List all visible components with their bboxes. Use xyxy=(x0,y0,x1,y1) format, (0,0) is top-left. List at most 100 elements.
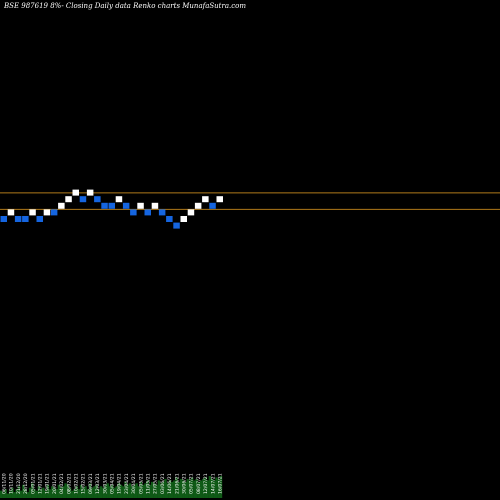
volume-bar xyxy=(53,487,56,498)
volume-bar xyxy=(208,476,212,498)
date-label: 06/11/20 xyxy=(2,473,8,494)
volume-bar xyxy=(64,483,67,498)
renko-brick-down xyxy=(101,202,108,209)
volume-bar xyxy=(157,480,161,498)
date-label: 09/03/21 xyxy=(88,473,94,494)
renko-brick-up xyxy=(151,202,159,209)
volume-bar xyxy=(128,483,132,498)
renko-bricks xyxy=(0,189,223,229)
volume-bar xyxy=(175,477,178,498)
volume-bar xyxy=(31,483,34,498)
date-label: 19/04/21 xyxy=(117,473,123,494)
renko-brick-up xyxy=(137,202,144,209)
volume-bar xyxy=(188,480,192,498)
volume-bar xyxy=(213,480,216,498)
volume-bar xyxy=(55,489,58,498)
renko-brick-down xyxy=(36,216,43,222)
volume-bar xyxy=(42,487,45,498)
renko-brick-down xyxy=(108,202,115,209)
renko-brick-down xyxy=(50,209,58,216)
volume-bar xyxy=(86,489,89,498)
date-label: 04/02/21 xyxy=(59,473,65,494)
date-label: 14/07/21 xyxy=(210,473,216,494)
date-label: 30/04/21 xyxy=(131,473,137,494)
volume-bar xyxy=(57,484,61,498)
renko-brick-up xyxy=(72,189,79,196)
date-label: 14/06/21 xyxy=(167,473,173,494)
volume-bar xyxy=(162,481,165,498)
volume-bar xyxy=(177,481,181,498)
volume-bar xyxy=(210,478,214,498)
volume-bar xyxy=(75,486,78,498)
renko-brick-down xyxy=(122,202,130,209)
volume-bar xyxy=(97,489,101,498)
level-lines xyxy=(0,192,500,210)
renko-brick-up xyxy=(187,209,195,216)
volume-bar xyxy=(62,486,65,498)
renko-brick-up xyxy=(43,209,51,216)
renko-brick-down xyxy=(144,209,151,216)
date-label: 21/12/20 xyxy=(16,473,22,494)
volume-bar xyxy=(13,492,16,498)
volume-bar xyxy=(11,487,14,498)
renko-brick-up xyxy=(86,189,94,196)
volume-bar xyxy=(39,489,43,498)
volume-bar xyxy=(142,484,145,498)
volume-bar xyxy=(66,484,70,498)
renko-brick-down xyxy=(14,216,22,222)
volume-bar xyxy=(135,483,138,498)
volume-bar xyxy=(22,484,25,498)
volume-bar xyxy=(117,483,121,498)
volume-bar xyxy=(102,487,105,498)
volume-bar xyxy=(4,489,7,498)
date-label: 11/05/21 xyxy=(146,473,152,494)
volume-bar xyxy=(219,476,223,498)
renko-brick-down xyxy=(166,216,173,222)
renko-brick-down xyxy=(0,216,7,222)
volume-bar xyxy=(68,487,72,498)
volume-bar xyxy=(217,478,220,498)
volume-bar xyxy=(44,490,47,498)
volume-bar xyxy=(35,490,38,498)
volume-bar xyxy=(153,483,156,498)
volume-bar xyxy=(119,484,123,498)
volume-bar xyxy=(166,483,169,498)
renko-brick-up xyxy=(58,202,65,209)
volume-bar xyxy=(24,489,27,498)
date-label: 12/03/21 xyxy=(95,473,101,494)
volume-bar xyxy=(195,478,198,498)
renko-brick-down xyxy=(209,202,216,209)
volume-bar xyxy=(115,486,118,498)
volume-bar xyxy=(6,493,10,498)
renko-brick-up xyxy=(115,196,123,203)
volume-bar xyxy=(197,481,200,498)
volume-bar xyxy=(130,486,134,498)
volume-bar xyxy=(0,490,3,498)
volume-bar xyxy=(139,481,143,498)
volume-bar xyxy=(215,477,218,498)
volume-bar xyxy=(199,480,203,498)
volume-bar xyxy=(95,484,98,498)
date-labels: 06/11/20 10/11/20 21/12/20 28/12/20 05/01/21… xyxy=(2,473,224,494)
renko-brick-down xyxy=(79,196,87,203)
volume-bar xyxy=(108,486,112,498)
volume-bar xyxy=(77,489,81,498)
date-label: 03/06/21 xyxy=(160,473,166,494)
date-label: 30/06/21 xyxy=(182,473,188,494)
renko-brick-up xyxy=(202,196,209,203)
date-label: 19/01/21 xyxy=(45,473,51,494)
volume-bar xyxy=(17,486,21,498)
renko-brick-down xyxy=(158,209,166,216)
chart-title: BSE 987619 8%- Closing Daily data Renko … xyxy=(4,2,247,10)
volume-bar xyxy=(71,490,74,498)
volume-bar xyxy=(84,486,87,498)
date-label: 05/07/21 xyxy=(189,473,195,494)
volume-bar xyxy=(173,480,176,498)
volume-bar xyxy=(2,492,5,498)
renko-brick-down xyxy=(22,216,29,222)
volume-bar xyxy=(159,483,163,498)
renko-brick-up xyxy=(65,196,72,203)
renko-brick-up xyxy=(216,196,223,203)
